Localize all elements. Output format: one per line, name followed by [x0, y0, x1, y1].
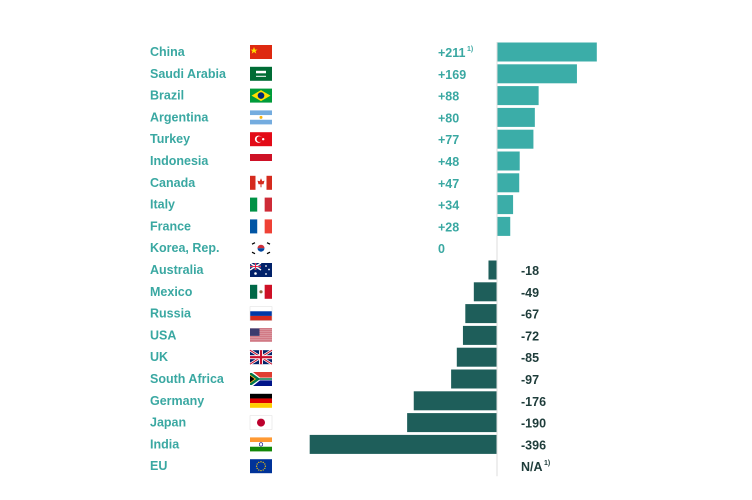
korea-flag-icon	[250, 241, 272, 256]
bar-russia	[465, 304, 497, 324]
country-labels: China Saudi Arabia Brazil Argentina Turkey In…	[150, 45, 227, 473]
bar-canada	[497, 173, 520, 193]
south-africa-flag-icon	[250, 372, 272, 386]
country-label-china: China	[150, 45, 186, 59]
bar-indonesia	[497, 151, 520, 171]
bar-turkey	[497, 129, 534, 149]
australia-flag-icon	[249, 262, 272, 277]
germany-flag-icon	[250, 393, 272, 408]
bar-china	[497, 42, 597, 62]
country-label-australia: Australia	[150, 263, 205, 277]
bar-japan	[407, 413, 497, 433]
country-label-mexico: Mexico	[150, 285, 193, 299]
value-label-russia: -67	[521, 308, 539, 322]
footnote-marker: 1)	[544, 460, 550, 467]
bar-south-africa	[451, 369, 497, 389]
mexico-flag-icon	[250, 284, 272, 299]
brazil-flag-icon	[250, 88, 272, 103]
usa-flag-icon	[250, 328, 272, 343]
country-label-india: India	[150, 437, 180, 451]
argentina-flag-icon	[250, 110, 272, 125]
country-label-uk: UK	[150, 350, 168, 364]
country-label-russia: Russia	[150, 307, 192, 321]
value-label-australia: -18	[521, 264, 539, 278]
country-label-france: France	[150, 219, 191, 233]
value-label-eu: N/A	[521, 460, 543, 474]
value-labels: +211 1)+169+88+80+77+48+47+34+280-18-49-6…	[438, 46, 550, 474]
country-label-argentina: Argentina	[150, 110, 209, 124]
country-label-indonesia: Indonesia	[150, 154, 209, 168]
country-label-italy: Italy	[150, 198, 175, 212]
value-label-usa: -72	[521, 329, 539, 343]
country-label-germany: Germany	[150, 394, 204, 408]
value-label-canada: +47	[438, 177, 459, 191]
value-label-indonesia: +48	[438, 155, 459, 169]
bar-australia	[488, 260, 497, 280]
bar-italy	[497, 195, 514, 215]
china-flag-icon	[250, 45, 272, 59]
italy-flag-icon	[250, 197, 272, 212]
value-label-mexico: -49	[521, 286, 539, 300]
indonesia-flag-icon	[250, 154, 272, 168]
value-label-china: +211	[438, 46, 466, 60]
canada-flag-icon	[250, 175, 272, 190]
bar-saudi-arabia	[497, 64, 577, 84]
country-label-canada: Canada	[150, 176, 196, 190]
japan-flag-icon	[249, 415, 273, 430]
footnote-marker: 1)	[467, 46, 473, 53]
country-label-eu: EU	[150, 459, 167, 473]
bar-india	[309, 434, 497, 454]
country-label-saudi-arabia: Saudi Arabia	[150, 67, 227, 81]
value-label-germany: -176	[521, 395, 546, 409]
value-label-india: -396	[521, 438, 546, 452]
flags	[249, 45, 273, 474]
country-label-usa: USA	[150, 328, 176, 342]
france-flag-icon	[250, 219, 272, 234]
bar-argentina	[497, 107, 535, 127]
bar-usa	[462, 325, 497, 345]
bar-uk	[456, 347, 497, 367]
bar-mexico	[473, 282, 497, 302]
value-label-korea-rep: 0	[438, 242, 445, 256]
eu-flag-icon	[250, 459, 272, 474]
turkey-flag-icon	[250, 132, 272, 147]
value-label-italy: +34	[438, 199, 459, 213]
bars	[309, 42, 597, 454]
saudi-arabia-flag-icon	[250, 66, 272, 81]
country-label-south-africa: South Africa	[150, 372, 225, 386]
india-flag-icon	[250, 437, 272, 452]
bar-france	[497, 216, 511, 236]
bar-germany	[413, 391, 497, 411]
value-label-saudi-arabia: +169	[438, 68, 466, 82]
value-label-uk: -85	[521, 351, 539, 365]
country-label-brazil: Brazil	[150, 89, 184, 103]
value-label-turkey: +77	[438, 133, 459, 147]
value-label-argentina: +80	[438, 111, 459, 125]
uk-flag-icon	[249, 349, 273, 366]
bar-brazil	[497, 86, 539, 106]
country-label-japan: Japan	[150, 416, 186, 430]
value-label-south-africa: -97	[521, 373, 539, 387]
country-label-turkey: Turkey	[150, 132, 190, 146]
russia-flag-icon	[249, 306, 273, 321]
value-label-france: +28	[438, 220, 459, 234]
value-label-japan: -190	[521, 417, 546, 431]
country-label-korea-rep: Korea, Rep.	[150, 241, 219, 255]
value-label-brazil: +88	[438, 90, 459, 104]
